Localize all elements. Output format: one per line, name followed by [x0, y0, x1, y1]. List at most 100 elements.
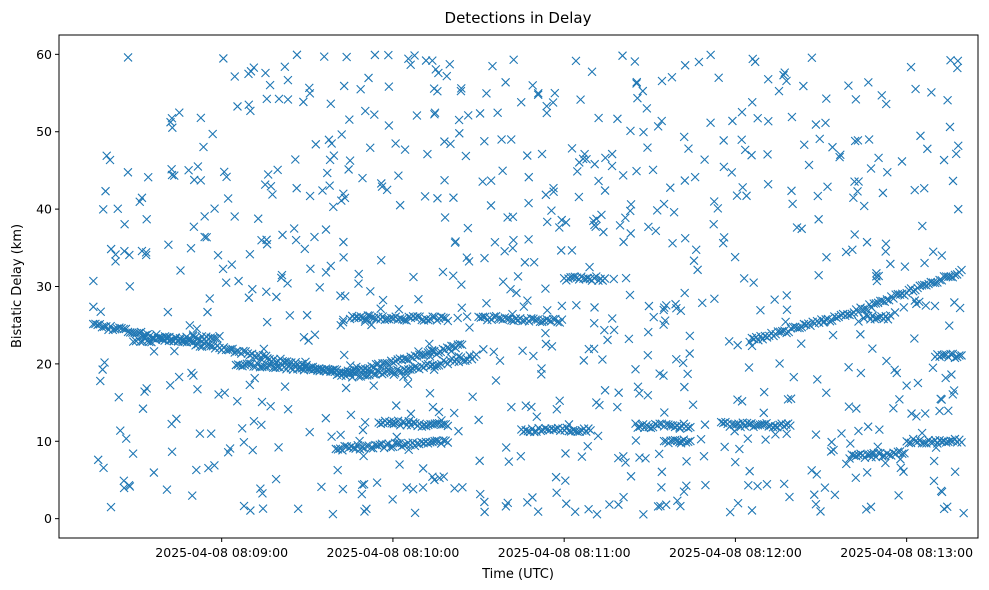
data-point — [443, 438, 453, 447]
data-point — [917, 221, 927, 231]
data-point — [503, 498, 513, 508]
data-point — [632, 77, 642, 87]
data-point — [119, 483, 129, 493]
data-point — [578, 154, 588, 164]
data-point — [830, 490, 840, 500]
data-point — [360, 106, 370, 116]
data-point — [922, 280, 931, 290]
data-point — [671, 354, 681, 364]
data-point — [874, 425, 884, 435]
data-point — [141, 250, 151, 260]
data-point — [929, 456, 939, 466]
data-point — [921, 301, 931, 310]
data-point — [542, 314, 551, 324]
data-point — [414, 294, 423, 304]
data-point — [289, 224, 299, 233]
data-point — [737, 396, 747, 406]
data-point — [719, 136, 729, 145]
data-point — [676, 306, 686, 316]
data-point — [593, 431, 603, 441]
data-point — [567, 143, 577, 153]
data-point — [706, 50, 716, 60]
data-point — [474, 415, 484, 425]
data-point — [632, 166, 641, 176]
data-point — [417, 350, 426, 360]
data-point — [899, 303, 909, 312]
x-tick-label: 2025-04-08 08:09:00 — [155, 545, 288, 560]
data-point — [304, 364, 313, 374]
data-point — [686, 422, 695, 432]
data-point — [591, 272, 601, 281]
data-point — [586, 426, 595, 435]
y-tick-label: 0 — [44, 511, 52, 526]
data-point — [561, 449, 570, 458]
data-point — [863, 422, 873, 432]
data-point — [651, 226, 661, 236]
data-point — [373, 441, 382, 450]
data-point — [690, 172, 700, 182]
data-point — [365, 143, 375, 153]
data-point — [239, 501, 249, 511]
data-point — [406, 365, 415, 375]
data-point — [626, 229, 636, 238]
data-point — [920, 409, 930, 418]
data-point — [821, 94, 831, 103]
x-tick-label: 2025-04-08 08:10:00 — [327, 545, 460, 560]
data-point — [697, 298, 707, 308]
data-point — [482, 88, 491, 98]
data-point — [731, 420, 741, 430]
data-point — [245, 249, 255, 259]
data-point — [542, 101, 552, 111]
data-point — [583, 273, 593, 283]
data-point — [850, 230, 860, 239]
data-point — [874, 153, 883, 163]
data-point — [400, 315, 409, 325]
data-point — [779, 479, 789, 489]
data-point — [862, 468, 872, 477]
data-point — [855, 329, 865, 339]
data-point — [353, 440, 363, 450]
data-point — [747, 150, 756, 160]
data-point — [384, 360, 394, 370]
data-point — [537, 317, 547, 327]
data-point — [449, 193, 458, 203]
data-point — [205, 294, 215, 303]
data-point — [98, 204, 108, 214]
data-point — [480, 253, 489, 263]
data-point — [185, 320, 195, 330]
data-point — [709, 197, 719, 206]
data-point — [587, 67, 597, 77]
data-point — [939, 155, 949, 165]
data-point — [123, 167, 133, 177]
data-point — [561, 218, 571, 227]
data-point — [410, 51, 419, 60]
data-point — [528, 81, 538, 90]
data-point — [920, 258, 929, 268]
data-point — [633, 93, 642, 103]
data-point — [659, 408, 669, 417]
data-point — [861, 504, 871, 514]
data-point — [462, 312, 472, 322]
data-point — [928, 247, 938, 257]
data-point — [428, 402, 438, 412]
data-point — [516, 97, 526, 107]
data-point — [732, 191, 742, 201]
data-point — [245, 506, 255, 515]
data-point — [384, 82, 394, 91]
data-point — [497, 135, 506, 144]
data-point — [528, 351, 538, 361]
data-point — [745, 337, 755, 347]
data-point — [567, 246, 577, 255]
data-point — [215, 331, 224, 341]
data-point — [121, 434, 131, 444]
data-point — [638, 86, 648, 96]
data-point — [621, 458, 630, 467]
data-point — [823, 182, 832, 192]
data-point — [88, 302, 98, 312]
data-point — [649, 312, 659, 322]
data-point — [478, 177, 488, 186]
data-point — [845, 310, 854, 320]
data-point — [798, 81, 808, 91]
data-point — [266, 401, 276, 411]
data-point — [239, 437, 249, 447]
